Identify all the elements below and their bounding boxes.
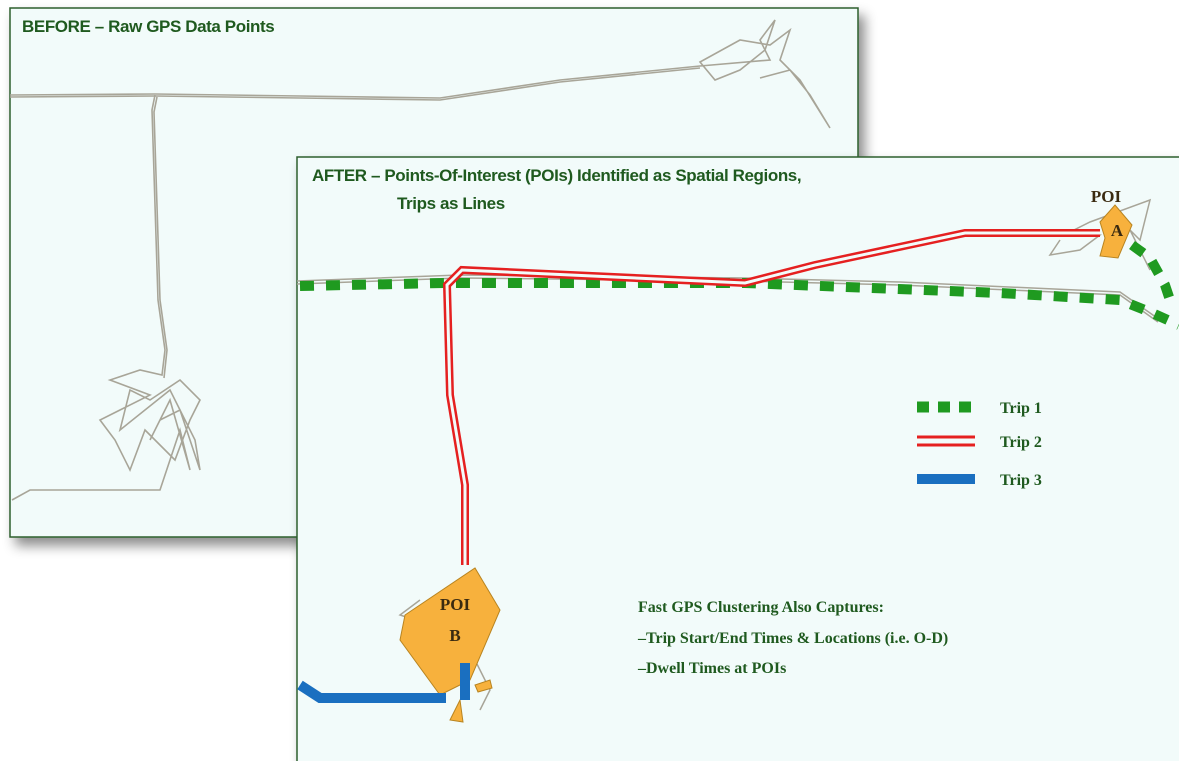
poi-fragment	[449, 679, 493, 723]
legend-label: Trip 2	[1000, 434, 1042, 451]
panel-title: Trips as Lines	[397, 194, 505, 213]
after-panel: AFTER – Points-Of-Interest (POIs) Identi…	[296, 156, 1179, 761]
legend-label: Trip 3	[1000, 472, 1042, 489]
raw-gps-track	[9, 19, 831, 501]
note: –Trip Start/End Times & Locations (i.e. …	[637, 630, 948, 647]
trip-1	[1129, 240, 1175, 302]
note: –Dwell Times at POIs	[637, 660, 786, 677]
panel-title: AFTER – Points-Of-Interest (POIs) Identi…	[312, 166, 801, 185]
poi-label: POI	[440, 595, 471, 614]
trip-3	[297, 663, 470, 703]
poi-label: POI	[1091, 187, 1122, 206]
note: Fast GPS Clustering Also Captures:	[638, 599, 884, 616]
panel-title: BEFORE – Raw GPS Data Points	[22, 17, 274, 36]
legend-label: Trip 1	[1000, 400, 1042, 417]
poi-id: B	[449, 626, 460, 645]
poi-region	[1099, 204, 1133, 259]
trip-2	[442, 229, 1100, 565]
poi-id: A	[1111, 221, 1124, 240]
